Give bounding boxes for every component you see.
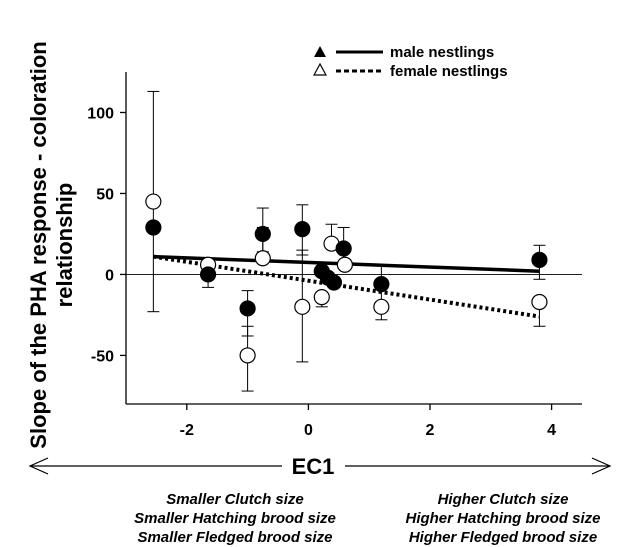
female-data-point [373,298,390,315]
female-data-point [145,193,162,210]
female-data-point [254,250,271,267]
female-data-point [294,298,311,315]
annotation-right-line-2: Higher Hatching brood size [405,510,600,527]
legend-female-label: female nestlings [390,63,508,80]
male-data-point [254,225,271,243]
female-data-point [531,293,548,311]
legend-male-label: male nestlings [390,44,494,61]
x-axis-label: EC1 [292,454,335,479]
x-tick-label: 0 [304,422,313,439]
female-data-point [336,256,353,273]
x-tick-label: 2 [426,422,435,439]
ec1-arrow: EC1 [28,454,612,479]
male-data-point [335,240,352,257]
annotation-left-line-3: Smaller Fledged brood size [137,529,332,546]
female-data-point [313,289,330,306]
x-tick-label: 4 [547,422,556,439]
male-data-point [145,219,162,236]
annotation-right-line-1: Higher Clutch size [438,491,569,508]
male-data-point [199,266,217,283]
annotation-left-line-1: Smaller Clutch size [166,491,304,508]
male-data-point [325,274,343,291]
male-data-point [373,276,390,293]
right-arrow-head-icon [591,457,612,475]
left-arrow-head-icon [28,457,49,475]
y-tick-label: 0 [105,267,114,284]
y-tick-label: 100 [87,105,114,122]
y-tick-label: -50 [91,348,114,365]
annotation-left-line-2: Smaller Hatching brood size [134,510,336,527]
axes: -50 0 50 100 -2 0 2 4 [87,72,582,439]
legend-female-marker-icon [312,62,328,76]
male-data-point [239,300,256,317]
male-data-point [531,251,548,268]
female-trend-line [153,254,540,319]
y-axis-label-line-2: relationship [52,183,77,308]
male-data-point [294,220,311,238]
legend-male-marker-icon [314,46,326,57]
legend: male nestlings female nestlings [312,44,508,80]
annotation-left: Smaller Clutch size Smaller Hatching bro… [134,491,336,546]
y-tick-label: 50 [96,186,114,203]
x-tick-label: -2 [180,422,194,439]
annotation-right-line-3: Higher Fledged brood size [409,529,597,546]
y-axis-label-line-1: Slope of the PHA response - coloration [26,41,51,448]
plot-area [126,90,582,392]
annotation-right: Higher Clutch size Higher Hatching brood… [405,491,600,546]
female-data-point [239,347,256,364]
